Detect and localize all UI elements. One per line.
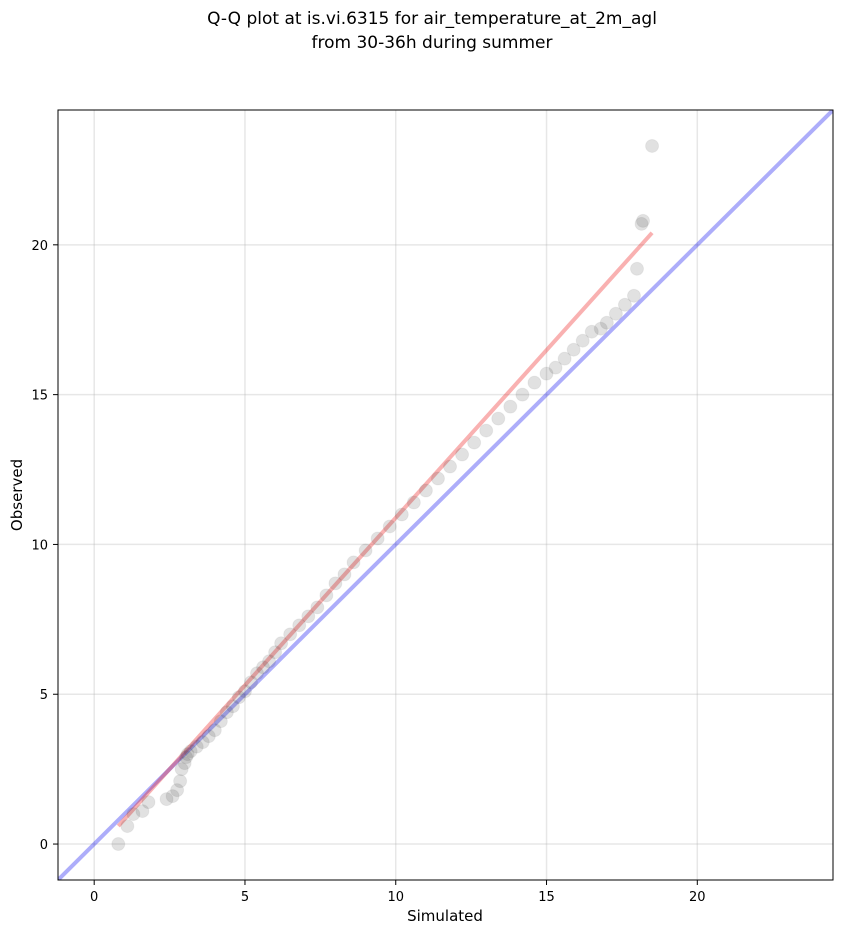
quantile-point [274, 636, 289, 651]
quantile-point [219, 705, 234, 720]
fit-line [116, 231, 654, 828]
identity-line [58, 110, 833, 880]
quantile-point [346, 555, 361, 570]
chart-title-line-1: Q-Q plot at is.vi.6315 for air_temperatu… [207, 9, 657, 29]
quantile-point [593, 321, 608, 336]
y-tick-label: 15 [31, 389, 48, 404]
quantile-point [370, 531, 385, 546]
x-tick-label: 5 [241, 890, 249, 905]
quantile-point [207, 723, 222, 738]
quantile-point [170, 783, 185, 798]
y-tick-label: 10 [31, 538, 48, 553]
quantile-point [626, 288, 641, 303]
quantile-point [201, 729, 216, 744]
reference-lines [58, 110, 833, 880]
quantile-point [608, 306, 623, 321]
quantile-point [467, 435, 482, 450]
quantile-point [243, 675, 258, 690]
quantile-point [231, 690, 246, 705]
quantile-point [584, 324, 599, 339]
x-tick-label: 20 [689, 890, 706, 905]
quantile-point [174, 762, 189, 777]
quantile-point [539, 366, 554, 381]
quantile-point [111, 837, 126, 852]
y-axis-ticks: 0 5 10 15 20 [31, 239, 58, 853]
quantile-point [479, 423, 494, 438]
quantile-point [213, 714, 228, 729]
y-tick-label: 20 [31, 239, 48, 254]
plot-frame [57, 109, 834, 881]
quantile-point [237, 684, 252, 699]
quantile-point [180, 747, 195, 762]
quantile-point [256, 660, 271, 675]
y-tick-label: 0 [40, 838, 48, 853]
quantile-point [135, 804, 150, 819]
x-tick-label: 10 [387, 890, 404, 905]
grid-lines [58, 110, 833, 880]
quantile-point [617, 297, 632, 312]
quantile-point [195, 735, 210, 750]
quantile-point [455, 447, 470, 462]
quantile-point [225, 699, 240, 714]
x-tick-label: 15 [538, 890, 555, 905]
quantile-point [566, 342, 581, 357]
quantile-point [283, 627, 298, 642]
quantile-point [443, 459, 458, 474]
quantile-point [557, 351, 572, 366]
quantile-point [599, 315, 614, 330]
quantile-point [292, 618, 307, 633]
quantile-point [319, 588, 334, 603]
quantile-point [406, 495, 421, 510]
quantile-point [120, 819, 135, 834]
quantile-point [301, 609, 316, 624]
quantile-point [503, 399, 518, 414]
quantile-point [310, 600, 325, 615]
quantile-point [430, 471, 445, 486]
quantile-point [179, 750, 194, 765]
quantile-point [141, 795, 156, 810]
chart-title-line-2: from 30-36h during summer [312, 33, 553, 53]
quantile-point [183, 744, 198, 759]
quantile-point [337, 567, 352, 582]
quantile-point [159, 792, 174, 807]
quantile-point [177, 756, 192, 771]
quantile-point [262, 654, 277, 669]
quantile-points [111, 138, 660, 852]
quantile-point [165, 789, 180, 804]
quantile-point [645, 138, 660, 153]
x-axis-label: Simulated [407, 907, 483, 925]
quantile-point [250, 666, 265, 681]
x-axis-ticks: 0 5 10 15 20 [90, 880, 706, 905]
quantile-point [382, 519, 397, 534]
x-tick-label: 0 [90, 890, 98, 905]
quantile-point [328, 576, 343, 591]
quantile-point [634, 216, 649, 231]
quantile-point [126, 807, 141, 822]
quantile-point [189, 739, 204, 754]
y-axis-label: Observed [8, 459, 26, 531]
quantile-point [268, 645, 283, 660]
y-tick-label: 5 [40, 688, 48, 703]
quantile-point [548, 360, 563, 375]
quantile-point [418, 483, 433, 498]
quantile-point [527, 375, 542, 390]
quantile-point [515, 387, 530, 402]
quantile-point [636, 213, 651, 228]
quantile-point [173, 774, 188, 789]
quantile-point [575, 333, 590, 348]
quantile-point [394, 507, 409, 522]
quantile-point [358, 543, 373, 558]
quantile-point [629, 261, 644, 276]
quantile-point [491, 411, 506, 426]
